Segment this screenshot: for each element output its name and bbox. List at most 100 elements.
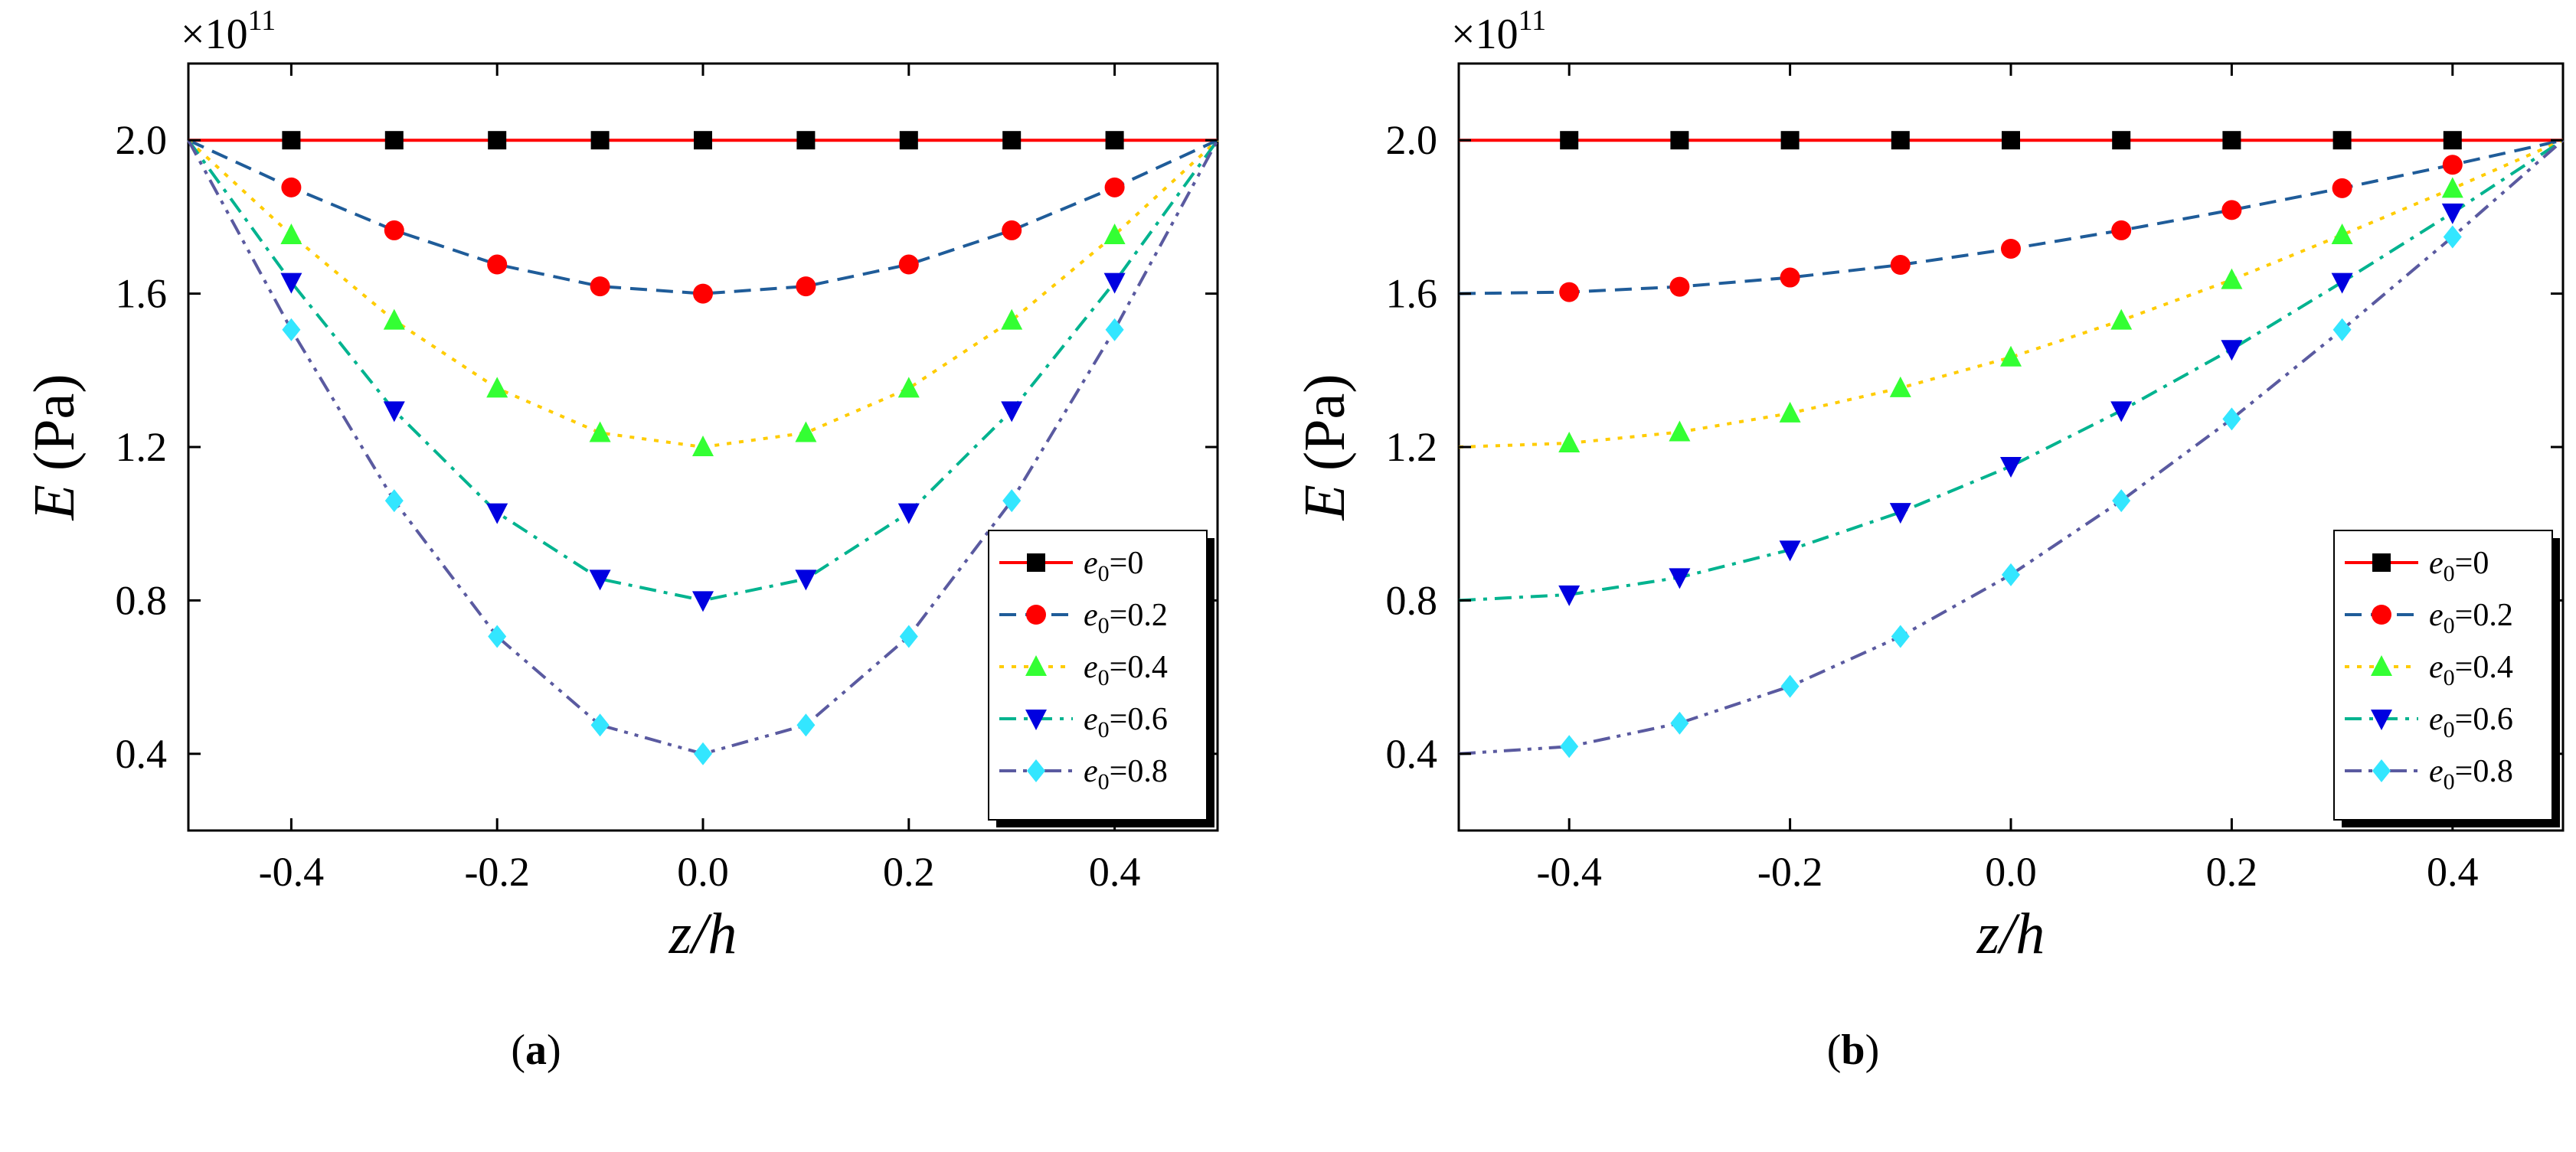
data-point-a-4 — [1002, 489, 1022, 513]
legend-b: e0=0 e0=0.2 e0=0.4 e0=0.6 e0=0.8 — [2333, 530, 2560, 827]
caption-letter-a: a — [525, 1026, 547, 1074]
data-point-b-4 — [1891, 625, 1910, 648]
y-axis-unit-b: (Pa) — [1293, 374, 1357, 471]
data-point-a-4 — [694, 742, 712, 765]
data-point-b-3 — [1779, 540, 1801, 562]
legend-marker-b-0 — [2372, 553, 2391, 572]
data-point-b-4 — [1780, 674, 1800, 698]
data-point-a-0 — [488, 131, 507, 150]
data-point-b-4 — [2002, 563, 2020, 586]
data-point-b-3 — [2110, 401, 2133, 423]
caption-open-paren-a: ( — [511, 1026, 525, 1074]
data-point-a-3 — [692, 591, 714, 612]
data-point-a-2 — [795, 421, 817, 442]
data-point-a-0 — [282, 131, 301, 150]
data-point-a-2 — [589, 421, 611, 442]
legend-marker-a-3 — [1025, 710, 1047, 730]
caption-close-paren-a: ) — [547, 1026, 561, 1074]
x-tick-label-a: -0.4 — [259, 849, 324, 895]
data-point-b-1 — [2332, 178, 2352, 198]
y-axis-var-a: E — [22, 485, 87, 521]
legend-label-a-3: e0=0.6 — [1084, 702, 1168, 742]
data-point-a-0 — [1002, 131, 1022, 150]
y-axis-title-a: E (Pa) — [22, 374, 87, 521]
y-tick-label-b: 2.0 — [1386, 117, 1438, 163]
data-point-b-1 — [1669, 276, 1690, 297]
y-tick-label-b: 1.6 — [1386, 271, 1438, 317]
legend-marker-b-4 — [2372, 759, 2391, 782]
x-tick-label-a: 0.4 — [1089, 849, 1141, 895]
caption-close-paren-b: ) — [1865, 1026, 1880, 1074]
x-tick-label-b: 0.2 — [2206, 849, 2258, 895]
data-point-b-1 — [1890, 255, 1911, 276]
legend-label-b-0: e0=0 — [2429, 546, 2489, 586]
y-exponent-power-a: 11 — [248, 5, 276, 37]
data-point-b-2 — [2221, 268, 2243, 289]
data-point-a-4 — [796, 713, 816, 737]
data-point-a-2 — [280, 223, 302, 244]
x-tick-label-a: 0.2 — [883, 849, 935, 895]
data-point-b-3 — [2221, 340, 2243, 361]
data-point-a-0 — [796, 131, 816, 150]
data-point-a-2 — [1103, 223, 1126, 244]
data-point-a-3 — [486, 503, 508, 524]
y-tick-label-b: 0.4 — [1386, 731, 1438, 777]
data-point-b-0 — [1780, 131, 1800, 150]
data-point-b-0 — [2222, 131, 2241, 150]
legend-marker-a-1 — [1026, 605, 1046, 625]
data-point-b-3 — [1558, 585, 1581, 606]
x-tick-label-b: 0.0 — [1985, 849, 2037, 895]
data-point-a-3 — [280, 272, 302, 294]
data-point-b-3 — [2441, 203, 2463, 224]
data-point-b-2 — [2331, 223, 2353, 244]
data-point-b-4 — [2222, 407, 2241, 431]
legend-marker-a-2 — [1025, 655, 1047, 676]
x-tick-label-a: 0.0 — [677, 849, 729, 895]
data-point-b-2 — [1889, 376, 1911, 397]
data-point-b-1 — [2221, 200, 2242, 220]
data-point-b-4 — [1670, 711, 1689, 735]
legend-marker-b-2 — [2371, 655, 2392, 676]
y-exponent-power-b: 11 — [1518, 5, 1547, 37]
data-point-b-4 — [2112, 489, 2131, 513]
data-point-a-1 — [487, 254, 508, 275]
series-line-b-3 — [1458, 139, 2565, 602]
legend-label-b-2: e0=0.4 — [2429, 650, 2513, 690]
panel-b: -0.4 -0.2 0.0 0.2 0.4 0.4 0.8 1.2 1.6 2.0 ×1011 E… — [1293, 5, 2565, 1074]
data-point-b-4 — [2332, 318, 2352, 341]
y-tick-label-a: 0.4 — [116, 731, 168, 777]
y-axis-var-b: E — [1293, 485, 1357, 521]
data-point-a-1 — [1104, 177, 1125, 197]
x-tick-label-a: -0.2 — [464, 849, 529, 895]
data-point-b-0 — [2002, 131, 2020, 150]
y-tick-label-b: 1.2 — [1386, 424, 1438, 470]
legend-label-b-4: e0=0.8 — [2429, 754, 2513, 795]
data-point-b-4 — [1560, 735, 1579, 759]
y-axis-unit-a: (Pa) — [22, 374, 87, 471]
data-point-a-3 — [897, 503, 920, 524]
data-point-a-0 — [590, 131, 610, 150]
data-point-a-3 — [1103, 272, 1126, 294]
data-point-b-0 — [2332, 131, 2352, 150]
legend-label-a-1: e0=0.2 — [1084, 598, 1168, 638]
y-tick-label-b: 0.8 — [1386, 577, 1438, 623]
series-line-a-1 — [188, 139, 1218, 295]
legend-label-a-4: e0=0.8 — [1084, 754, 1168, 795]
x-tick-label-b: -0.4 — [1536, 849, 1601, 895]
data-point-b-3 — [2331, 272, 2353, 294]
data-point-a-4 — [899, 625, 918, 648]
data-point-b-3 — [1669, 568, 1691, 589]
series-line-b-2 — [1458, 139, 2564, 449]
x-tick-label-b: 0.4 — [2427, 849, 2479, 895]
y-exponent-base-b: ×10 — [1451, 11, 1518, 58]
legend-a: e0=0 e0=0.2 e0=0.4 e0=0.6 e0=0.8 — [988, 530, 1214, 827]
data-point-b-0 — [1891, 131, 1910, 150]
legend-marker-a-4 — [1027, 759, 1045, 782]
data-point-b-2 — [2000, 345, 2022, 367]
data-point-a-2 — [897, 377, 920, 398]
data-point-b-2 — [1558, 431, 1581, 452]
data-point-a-0 — [384, 131, 404, 150]
y-tick-label-a: 1.6 — [116, 271, 168, 317]
legend-label-b-1: e0=0.2 — [2429, 598, 2513, 638]
